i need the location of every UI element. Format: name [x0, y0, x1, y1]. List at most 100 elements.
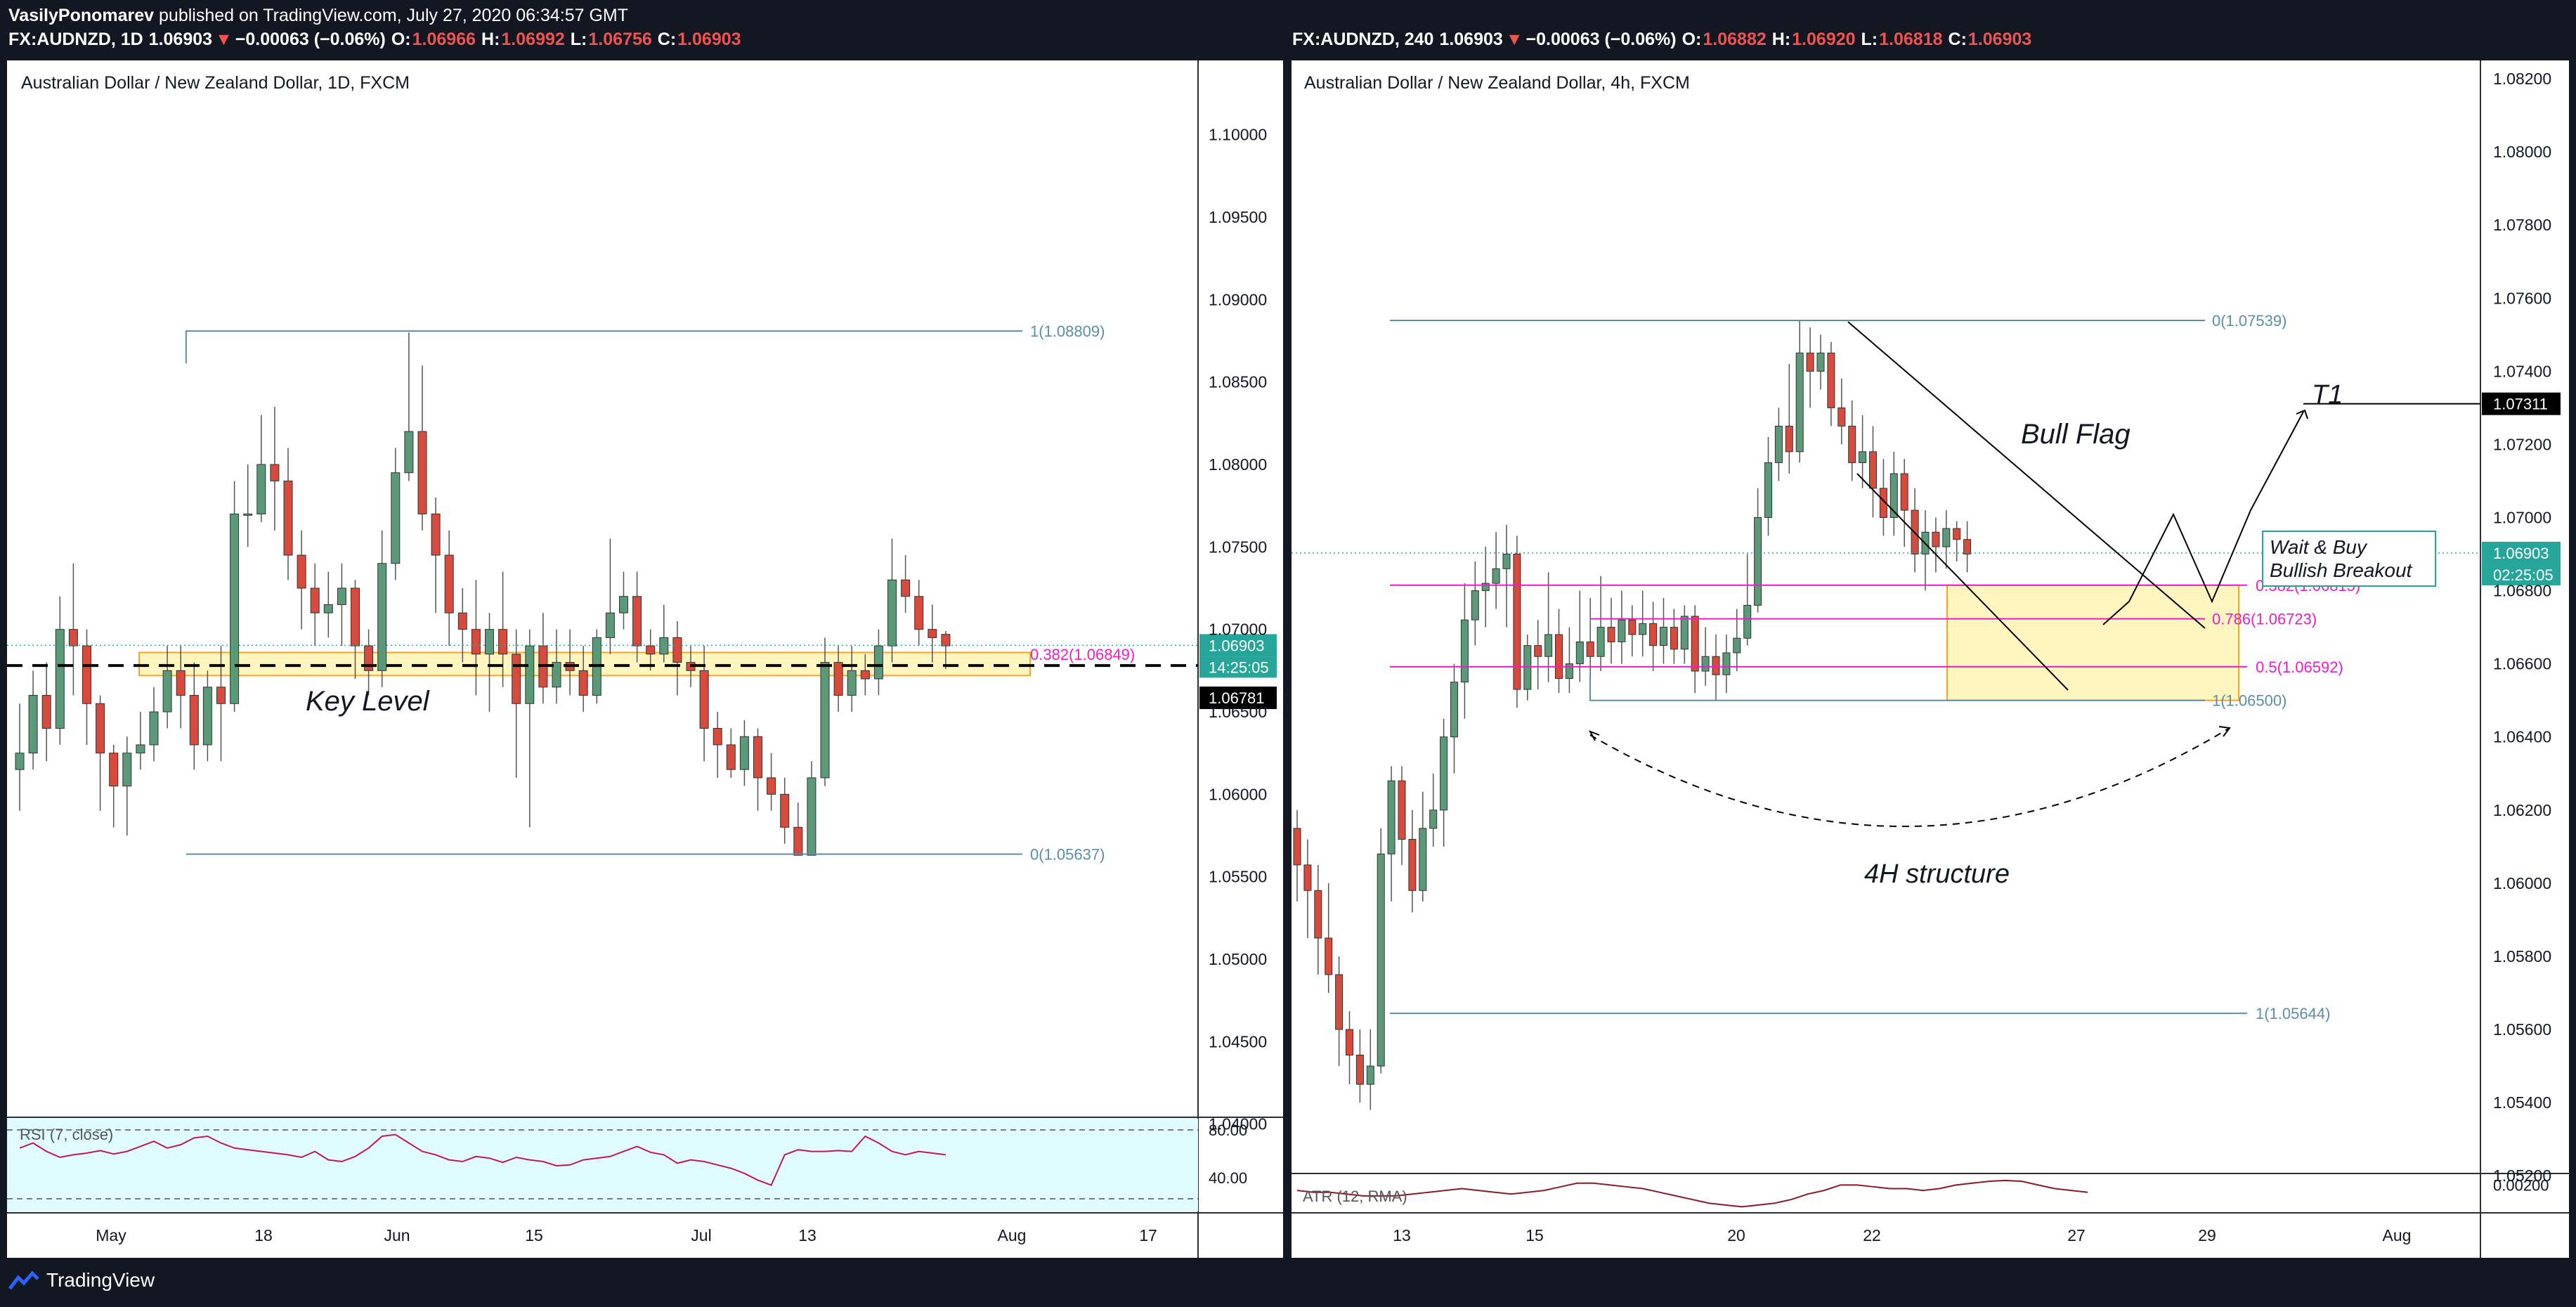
daily-chart-panel[interactable]: Australian Dollar / New Zealand Dollar, …: [7, 60, 1283, 1258]
y-tick-label: 1.09000: [1209, 290, 1267, 308]
candle-body: [901, 579, 911, 597]
candle-body: [283, 480, 293, 556]
author-name[interactable]: VasilyPonomarev: [8, 6, 155, 25]
x-tick-label: May: [96, 1226, 126, 1244]
level-value: 1.06781: [1209, 689, 1265, 707]
4h-chart-panel[interactable]: Australian Dollar / New Zealand Dollar, …: [1292, 60, 2569, 1258]
candle-body: [713, 727, 722, 746]
candle-body: [1942, 528, 1951, 547]
candle-body: [1816, 352, 1825, 372]
4h-chart-svg[interactable]: Australian Dollar / New Zealand Dollar, …: [1292, 60, 2569, 1258]
candle-body: [55, 629, 65, 729]
l-label: L:: [1861, 30, 1878, 49]
daily-chart-svg[interactable]: Australian Dollar / New Zealand Dollar, …: [7, 60, 1283, 1258]
y-tick-label: 1.08000: [1209, 455, 1267, 474]
x-tick-label: 29: [2198, 1226, 2216, 1244]
left-open: 1.06966: [412, 30, 476, 49]
candle-body: [1733, 637, 1741, 654]
candle-body: [1513, 554, 1521, 690]
y-tick-label: 1.10000: [1209, 126, 1267, 144]
fib-top-line: [185, 330, 1022, 364]
tradingview-logo-icon: [8, 1270, 39, 1290]
candle-body: [887, 579, 897, 646]
y-tick-label: 1.07400: [2493, 362, 2551, 380]
candle-body: [847, 670, 857, 696]
candle-body: [1387, 780, 1396, 854]
structure-annotation: 4H structure: [1864, 859, 2010, 889]
candle-body: [1660, 627, 1667, 646]
o-label: O:: [1681, 30, 1702, 49]
candle-body: [1440, 736, 1448, 811]
left-high: 1.06992: [501, 30, 565, 49]
left-ohlc: FX:AUDNZD, 1D 1.06903 ▼ −0.00063 (−0.06%) O:…: [8, 30, 747, 50]
candle-body: [793, 826, 803, 856]
candle-body: [767, 777, 776, 795]
x-tick-label: 15: [525, 1226, 543, 1244]
candle-body: [109, 753, 119, 787]
countdown-badge: [1199, 656, 1277, 678]
atr-line: [1296, 1179, 2088, 1208]
candle-body: [1398, 780, 1406, 840]
header: VasilyPonomarev published on TradingView…: [0, 0, 2576, 60]
candle-body: [417, 431, 427, 514]
c-label: C:: [657, 30, 677, 49]
candle-body: [1429, 809, 1438, 829]
candle-body: [1639, 623, 1647, 635]
candle-body: [444, 554, 454, 613]
y-tick-label: 1.05200: [2493, 1166, 2551, 1185]
countdown-badge: [2482, 564, 2561, 585]
rsi-line: [19, 1133, 947, 1186]
candle-body: [189, 695, 199, 746]
fib-1-line: [1589, 675, 2205, 701]
candle-body: [619, 596, 628, 613]
candle-body: [202, 687, 212, 746]
candle-body: [646, 645, 656, 655]
y-tick-label: 1.06200: [2493, 801, 2551, 819]
candle-body: [1774, 425, 1783, 463]
y-tick-label: 1.09500: [1209, 208, 1267, 226]
candle-body: [1932, 531, 1940, 547]
candle-body: [1355, 1054, 1364, 1085]
candle-body: [457, 612, 467, 630]
demand-zone: [1946, 584, 2239, 701]
candle-body: [485, 629, 494, 655]
candle-body: [659, 637, 669, 655]
candle-body: [1701, 656, 1710, 672]
candle-body: [820, 662, 830, 779]
candle-body: [578, 670, 588, 696]
y-tick-label: 1.08200: [2493, 70, 2551, 88]
candle-body: [1335, 974, 1344, 1030]
y-tick-label: 1.07500: [1209, 538, 1267, 556]
o-label: O:: [391, 30, 411, 49]
right-low: 1.06818: [1879, 30, 1943, 49]
tradingview-brand[interactable]: TradingView: [8, 1269, 155, 1292]
candle-body: [1879, 488, 1887, 518]
fib-382-label: 0.382(1.06849): [1030, 646, 1135, 663]
candle-body: [1607, 627, 1615, 642]
candle-body: [471, 629, 481, 655]
candle-body: [82, 645, 91, 704]
fib-786-label: 0.786(1.06723): [2212, 611, 2317, 628]
y-tick-label: 1.05800: [2493, 947, 2551, 965]
left-symbol: FX:AUDNZD, 1D: [8, 30, 143, 49]
candle-body: [1481, 583, 1490, 592]
candle-body: [431, 513, 441, 556]
candle-body: [1827, 352, 1835, 408]
candle-body: [1806, 352, 1814, 372]
l-label: L:: [570, 30, 587, 49]
x-tick-label: 15: [1526, 1226, 1544, 1244]
candle-body: [377, 563, 387, 671]
y-tick-label: 1.04000: [1209, 1115, 1267, 1133]
candle-body: [1795, 352, 1804, 453]
y-tick-label: 1.07600: [2493, 289, 2551, 307]
x-tick-label: 13: [798, 1226, 817, 1244]
rsi-tick-label: 80.00: [1209, 1121, 1247, 1139]
candle-body: [739, 736, 749, 770]
publish-info: VasilyPonomarev published on TradingView…: [8, 6, 628, 26]
projection-arrowhead-icon: [2296, 409, 2308, 420]
daily-chart-title: Australian Dollar / New Zealand Dollar, …: [21, 73, 410, 93]
left-price: 1.06903: [148, 30, 213, 49]
y-tick-label: 1.07000: [2493, 508, 2551, 526]
right-change: −0.00063 (−0.06%): [1526, 30, 1677, 49]
fib-top-label: 0(1.07539): [2212, 312, 2286, 330]
